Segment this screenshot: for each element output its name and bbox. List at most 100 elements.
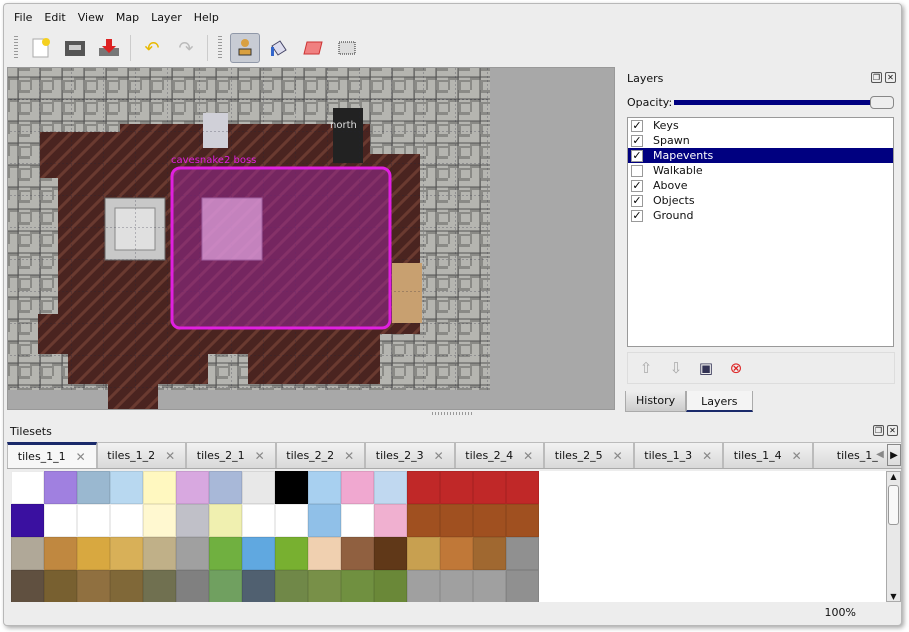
tile[interactable] [473, 471, 506, 504]
tile[interactable] [506, 504, 539, 537]
tileset-tab[interactable]: tiles_1_1 ✕ [7, 442, 97, 468]
tile[interactable] [308, 570, 341, 602]
tileset-tab[interactable]: tiles_2_2 ✕ [275, 442, 365, 468]
tile[interactable] [77, 504, 110, 537]
float-icon[interactable]: ❐ [871, 72, 882, 83]
tile[interactable] [110, 504, 143, 537]
tile[interactable] [440, 471, 473, 504]
map-render[interactable]: north cavesnake2 boss [8, 68, 615, 410]
layer-row[interactable]: ✓ Objects [628, 193, 893, 208]
tileset-tab[interactable]: tiles_2_3 ✕ [365, 442, 455, 468]
tile[interactable] [143, 537, 176, 570]
layer-visibility-checkbox[interactable]: ✓ [631, 148, 643, 162]
tile[interactable] [110, 537, 143, 570]
tile[interactable] [209, 471, 242, 504]
tile[interactable] [110, 570, 143, 602]
layer-visibility-checkbox[interactable]: ✓ [631, 133, 643, 147]
toolbar-grip[interactable] [218, 36, 222, 60]
layer-visibility-checkbox[interactable] [631, 164, 643, 177]
tab-history[interactable]: History [625, 391, 687, 412]
tile[interactable] [308, 504, 341, 537]
tileset-tab[interactable]: tiles_1_4 ✕ [723, 442, 813, 468]
layer-row[interactable]: ✓ Spawn [628, 133, 893, 148]
tile[interactable] [44, 570, 77, 602]
menu-help[interactable]: Help [193, 11, 219, 24]
tile[interactable] [374, 537, 407, 570]
tab-scroll-left-icon[interactable]: ◀ [876, 449, 884, 460]
close-icon[interactable]: ✕ [885, 72, 896, 83]
tile[interactable] [143, 570, 176, 602]
tile[interactable] [407, 504, 440, 537]
tile[interactable] [242, 504, 275, 537]
splitter-handle[interactable] [432, 412, 472, 415]
scrollbar-thumb[interactable] [888, 485, 899, 525]
undo-icon[interactable]: ↶ [144, 37, 160, 59]
tile[interactable] [308, 471, 341, 504]
save-icon[interactable] [94, 33, 124, 63]
tile[interactable] [11, 570, 44, 602]
layer-row[interactable]: Walkable [628, 163, 893, 178]
close-tab-icon[interactable]: ✕ [254, 448, 265, 463]
tile[interactable] [341, 570, 374, 602]
tile[interactable] [176, 570, 209, 602]
tile[interactable] [374, 570, 407, 602]
delete-layer-icon[interactable]: ⊗ [729, 359, 743, 377]
tileset-scrollbar[interactable]: ▲ ▼ [886, 471, 901, 602]
tile[interactable] [77, 570, 110, 602]
tile[interactable] [143, 471, 176, 504]
opacity-slider[interactable] [674, 100, 892, 105]
toolbar-grip[interactable] [14, 36, 18, 60]
menu-map[interactable]: Map [115, 11, 140, 24]
eraser-icon[interactable] [298, 33, 328, 63]
tile[interactable] [44, 504, 77, 537]
close-tab-icon[interactable]: ✕ [344, 448, 355, 463]
opacity-slider-handle[interactable] [870, 96, 894, 109]
tile[interactable] [242, 537, 275, 570]
duplicate-layer-icon[interactable]: ▣ [698, 359, 714, 377]
tab-layers[interactable]: Layers [686, 391, 753, 412]
tileset-tab[interactable]: tiles_2_1 ✕ [186, 442, 276, 468]
scroll-up-icon[interactable]: ▲ [890, 472, 897, 481]
tile[interactable] [440, 504, 473, 537]
menu-view[interactable]: View [77, 11, 104, 24]
tile[interactable] [11, 504, 44, 537]
lower-layer-icon[interactable]: ⇩ [669, 359, 683, 377]
tile[interactable] [110, 471, 143, 504]
map-canvas[interactable]: north cavesnake2 boss [7, 67, 615, 410]
layer-visibility-checkbox[interactable]: ✓ [631, 118, 643, 132]
tile[interactable] [242, 570, 275, 602]
tile[interactable] [209, 504, 242, 537]
tile[interactable] [407, 471, 440, 504]
tileset-tab[interactable]: tiles_1_3 ✕ [633, 442, 723, 468]
tile[interactable] [242, 471, 275, 504]
tile[interactable] [506, 471, 539, 504]
close-tab-icon[interactable]: ✕ [612, 448, 623, 463]
tile[interactable] [209, 570, 242, 602]
tileset-view[interactable] [11, 471, 887, 602]
redo-icon[interactable]: ↷ [178, 37, 194, 59]
close-tab-icon[interactable]: ✕ [523, 448, 534, 463]
tile[interactable] [440, 537, 473, 570]
close-tab-icon[interactable]: ✕ [702, 448, 713, 463]
open-icon[interactable] [60, 33, 90, 63]
tile[interactable] [341, 537, 374, 570]
stamp-brush-icon[interactable] [230, 33, 260, 63]
tile[interactable] [275, 471, 308, 504]
raise-layer-icon[interactable]: ⇧ [639, 359, 653, 377]
tile[interactable] [374, 504, 407, 537]
tileset-tab[interactable]: tiles_2_4 ✕ [454, 442, 544, 468]
tile[interactable] [275, 504, 308, 537]
tile[interactable] [374, 471, 407, 504]
close-icon[interactable]: ✕ [887, 425, 898, 436]
layer-visibility-checkbox[interactable]: ✓ [631, 208, 643, 222]
bucket-fill-icon[interactable] [264, 33, 294, 63]
tile[interactable] [176, 537, 209, 570]
tileset-tab[interactable]: tiles_2_5 ✕ [544, 442, 634, 468]
tile[interactable] [473, 504, 506, 537]
close-tab-icon[interactable]: ✕ [791, 448, 802, 463]
tile[interactable] [11, 471, 44, 504]
tile[interactable] [44, 537, 77, 570]
tileset-tab[interactable]: tiles_1_2 ✕ [96, 442, 186, 468]
new-file-icon[interactable] [26, 33, 56, 63]
menu-layer[interactable]: Layer [151, 11, 182, 24]
